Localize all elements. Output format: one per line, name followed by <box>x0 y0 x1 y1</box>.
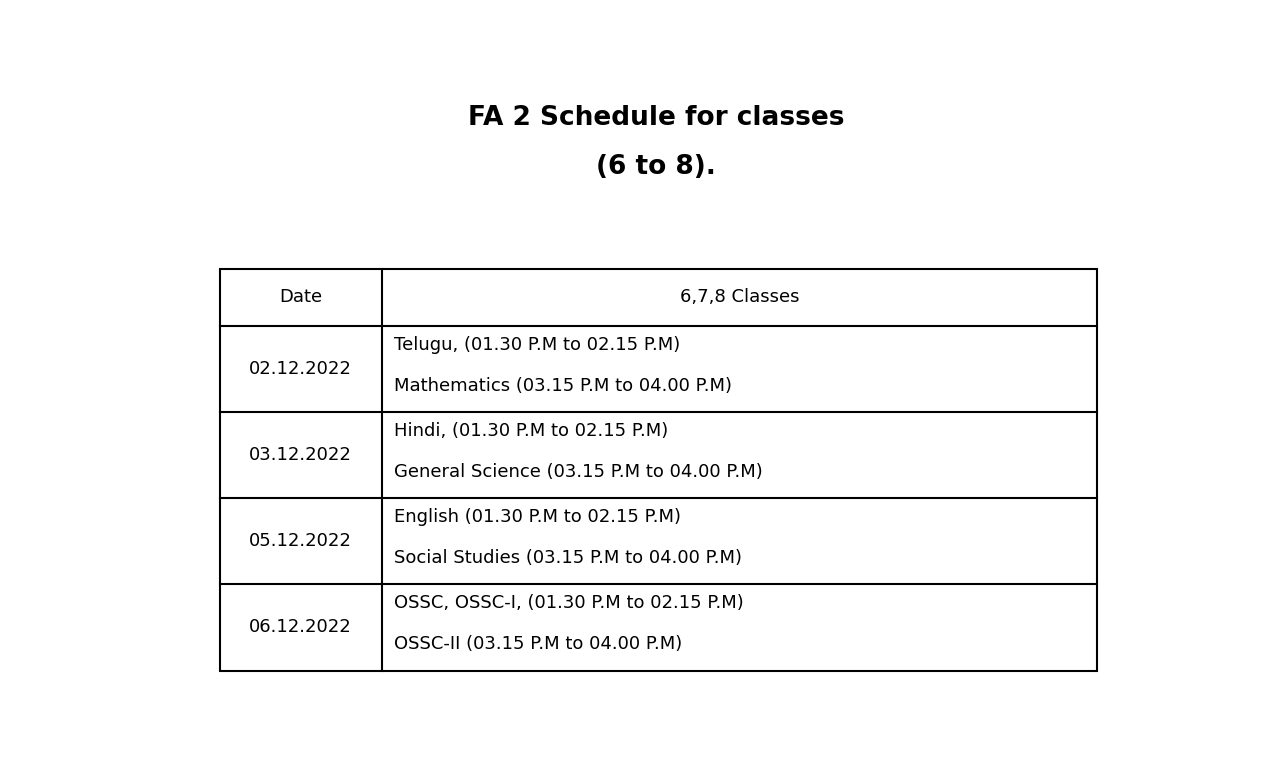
Text: English (01.30 P.M to 02.15 P.M): English (01.30 P.M to 02.15 P.M) <box>394 508 681 526</box>
Text: OSSC, OSSC-I, (01.30 P.M to 02.15 P.M): OSSC, OSSC-I, (01.30 P.M to 02.15 P.M) <box>394 594 744 612</box>
Text: Mathematics (03.15 P.M to 04.00 P.M): Mathematics (03.15 P.M to 04.00 P.M) <box>394 377 732 395</box>
Text: Telugu, (01.30 P.M to 02.15 P.M): Telugu, (01.30 P.M to 02.15 P.M) <box>394 336 680 354</box>
Text: General Science (03.15 P.M to 04.00 P.M): General Science (03.15 P.M to 04.00 P.M) <box>394 463 763 482</box>
Bar <box>220 269 1097 671</box>
Text: FA 2 Schedule for classes: FA 2 Schedule for classes <box>467 105 845 131</box>
Text: OSSC-II (03.15 P.M to 04.00 P.M): OSSC-II (03.15 P.M to 04.00 P.M) <box>394 636 682 653</box>
Text: 06.12.2022: 06.12.2022 <box>250 618 352 636</box>
Text: 05.12.2022: 05.12.2022 <box>250 532 352 550</box>
Text: 02.12.2022: 02.12.2022 <box>250 360 352 378</box>
Text: Date: Date <box>279 288 323 306</box>
Text: 6,7,8 Classes: 6,7,8 Classes <box>680 288 800 306</box>
Text: 03.12.2022: 03.12.2022 <box>250 446 352 464</box>
Text: Social Studies (03.15 P.M to 04.00 P.M): Social Studies (03.15 P.M to 04.00 P.M) <box>394 549 742 567</box>
Text: (6 to 8).: (6 to 8). <box>596 153 716 180</box>
Text: Hindi, (01.30 P.M to 02.15 P.M): Hindi, (01.30 P.M to 02.15 P.M) <box>394 422 668 440</box>
